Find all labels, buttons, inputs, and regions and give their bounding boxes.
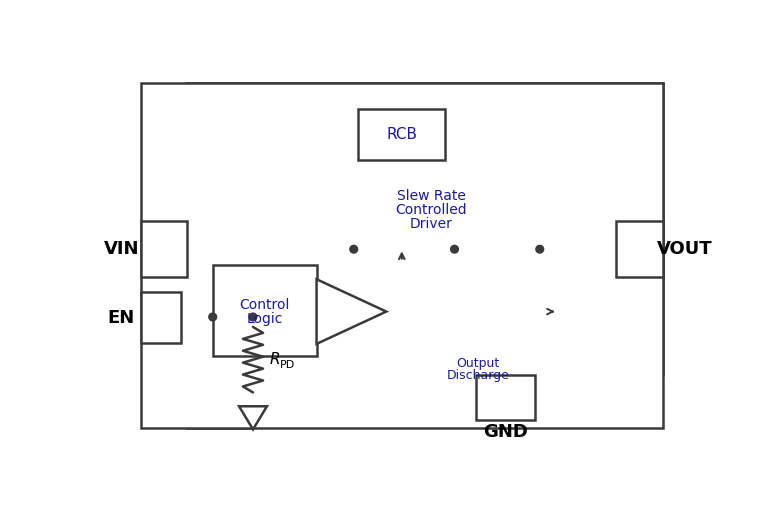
Text: VOUT: VOUT [657, 240, 713, 258]
Circle shape [350, 245, 358, 253]
Text: R: R [270, 352, 281, 367]
Text: EN: EN [107, 309, 135, 327]
Bar [358, 109, 445, 160]
Text: Discharge: Discharge [446, 369, 509, 382]
Polygon shape [317, 279, 387, 344]
Circle shape [249, 313, 257, 321]
Bar [212, 265, 317, 356]
Bar [140, 292, 181, 343]
Circle shape [451, 245, 459, 253]
Text: Logic: Logic [246, 312, 283, 326]
Text: Control: Control [239, 297, 290, 312]
Bar [140, 221, 187, 277]
Bar [616, 221, 663, 277]
Text: Slew Rate: Slew Rate [397, 189, 466, 203]
Text: Controlled: Controlled [395, 203, 467, 217]
Text: PD: PD [280, 360, 296, 369]
Polygon shape [239, 406, 267, 429]
Text: Output: Output [456, 357, 499, 370]
Text: RCB: RCB [387, 127, 417, 142]
Text: VIN: VIN [103, 240, 139, 258]
Bar [140, 83, 663, 428]
Circle shape [536, 245, 543, 253]
Circle shape [209, 313, 216, 321]
Text: Driver: Driver [410, 217, 452, 231]
Text: GND: GND [483, 424, 528, 442]
Bar [476, 376, 535, 420]
